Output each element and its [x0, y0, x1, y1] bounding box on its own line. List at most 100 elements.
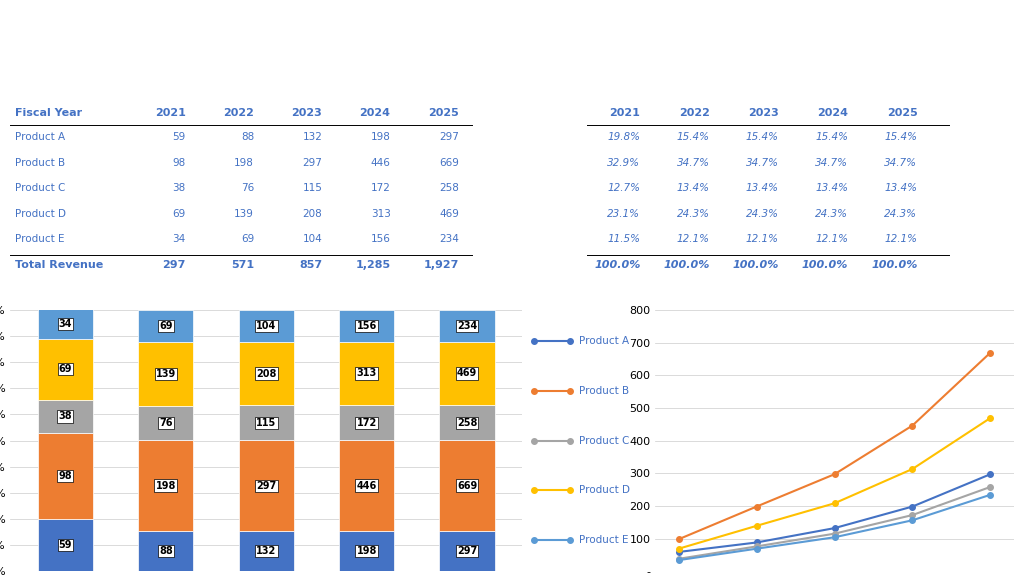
Bar [339, 440, 394, 531]
Text: 297: 297 [163, 260, 186, 270]
Text: 104: 104 [256, 321, 276, 331]
Text: 2025: 2025 [428, 108, 459, 118]
Text: Revenue Summary ($'000) - 5 Years to December 2025: Revenue Summary ($'000) - 5 Years to Dec… [307, 76, 717, 89]
Line: Product A: Product A [676, 471, 993, 554]
Text: Product B: Product B [15, 158, 66, 168]
Product B [984, 349, 996, 356]
Product A [751, 539, 763, 546]
Text: 59: 59 [173, 132, 186, 143]
Product E [984, 491, 996, 498]
Line: Product D: Product D [676, 415, 993, 552]
Text: 313: 313 [371, 209, 390, 219]
Bar [339, 405, 394, 440]
Text: 24.3%: 24.3% [885, 209, 918, 219]
Text: 98: 98 [173, 158, 186, 168]
Text: Product A: Product A [15, 132, 66, 143]
Text: 34: 34 [58, 319, 73, 329]
Text: 208: 208 [256, 369, 276, 379]
Bar [38, 400, 93, 433]
Text: 100.0%: 100.0% [871, 260, 918, 270]
Text: 69: 69 [241, 234, 254, 245]
Product C [751, 543, 763, 550]
Text: 88: 88 [159, 546, 173, 556]
Text: 469: 469 [457, 368, 477, 379]
Bar [38, 309, 93, 339]
Product B [751, 503, 763, 510]
Line: Product B: Product B [676, 350, 993, 542]
Text: 2023: 2023 [749, 108, 779, 118]
Text: 15.4%: 15.4% [677, 132, 710, 143]
Bar [239, 310, 294, 342]
Text: 32.9%: 32.9% [607, 158, 640, 168]
Text: 2021: 2021 [155, 108, 186, 118]
Text: 258: 258 [457, 418, 477, 428]
Text: 34.7%: 34.7% [677, 158, 710, 168]
Text: 104: 104 [302, 234, 323, 245]
Text: 12.7%: 12.7% [607, 183, 640, 193]
Product B [906, 422, 919, 429]
Text: Revenue Summary ($'000) - 5 Years to December 2025: Revenue Summary ($'000) - 5 Years to Dec… [307, 286, 717, 298]
Line: Product C: Product C [676, 484, 993, 561]
Text: 2025: 2025 [887, 108, 918, 118]
Text: 13.4%: 13.4% [745, 183, 779, 193]
Bar [138, 440, 194, 531]
Bar [439, 405, 495, 440]
Text: 297: 297 [439, 132, 459, 143]
Text: 208: 208 [302, 209, 323, 219]
Text: 15.4%: 15.4% [745, 132, 779, 143]
Text: 11.5%: 11.5% [607, 234, 640, 245]
Text: 100.0%: 100.0% [802, 260, 848, 270]
Text: 172: 172 [371, 183, 390, 193]
Text: 469: 469 [439, 209, 459, 219]
Bar [339, 342, 394, 405]
Bar [239, 440, 294, 531]
Product A [906, 503, 919, 510]
Text: 59: 59 [58, 540, 73, 550]
Text: 34: 34 [173, 234, 186, 245]
Text: 2021: 2021 [609, 108, 640, 118]
Text: Product E: Product E [579, 535, 629, 545]
Text: 234: 234 [439, 234, 459, 245]
Text: 12.1%: 12.1% [885, 234, 918, 245]
Text: 69: 69 [58, 364, 73, 374]
Text: 76: 76 [159, 418, 173, 428]
Product E [673, 557, 685, 564]
Text: 446: 446 [356, 481, 377, 490]
Text: 100.0%: 100.0% [664, 260, 710, 270]
Text: Fiscal Year: Fiscal Year [15, 108, 82, 118]
Text: 1,285: 1,285 [355, 260, 390, 270]
Text: Product C: Product C [15, 183, 66, 193]
Text: 12.1%: 12.1% [677, 234, 710, 245]
Text: 98: 98 [58, 471, 73, 481]
Bar [439, 310, 495, 342]
Text: 172: 172 [356, 418, 377, 428]
Text: 198: 198 [356, 546, 377, 556]
Product D [673, 545, 685, 552]
Text: 2022: 2022 [223, 108, 254, 118]
Text: 100.0%: 100.0% [594, 260, 640, 270]
Bar [239, 531, 294, 571]
Text: 69: 69 [173, 209, 186, 219]
Text: 12.1%: 12.1% [745, 234, 779, 245]
Text: 24.3%: 24.3% [745, 209, 779, 219]
Text: 13.4%: 13.4% [815, 183, 848, 193]
Text: 297: 297 [457, 546, 477, 556]
Text: 156: 156 [371, 234, 390, 245]
Text: 19.8%: 19.8% [607, 132, 640, 143]
Text: 69: 69 [159, 321, 173, 331]
Product D [906, 466, 919, 473]
Product C [828, 530, 841, 537]
Text: Product B: Product B [579, 386, 629, 396]
Text: 13.4%: 13.4% [885, 183, 918, 193]
Text: 24.3%: 24.3% [815, 209, 848, 219]
Text: 297: 297 [302, 158, 323, 168]
Text: 12.1%: 12.1% [815, 234, 848, 245]
Product C [906, 512, 919, 519]
Text: Product D: Product D [15, 209, 67, 219]
Text: 34.7%: 34.7% [885, 158, 918, 168]
Bar [339, 531, 394, 571]
Bar [339, 310, 394, 342]
Bar [138, 310, 194, 342]
Text: 38: 38 [58, 411, 73, 421]
Text: Product E: Product E [15, 234, 65, 245]
